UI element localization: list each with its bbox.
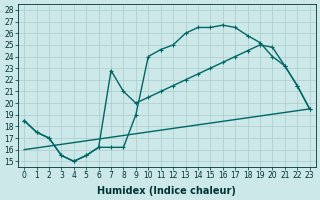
X-axis label: Humidex (Indice chaleur): Humidex (Indice chaleur) <box>98 186 236 196</box>
